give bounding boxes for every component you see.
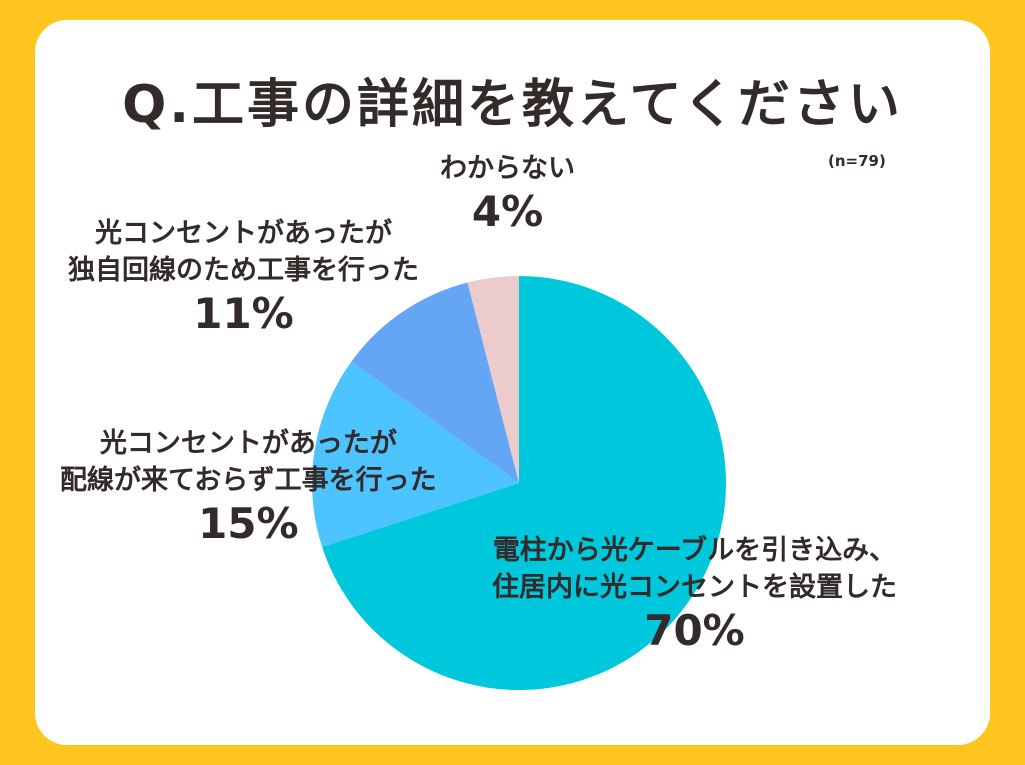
label-unknown-pct: 4%	[471, 187, 544, 236]
label-own-line: 光コンセントがあったが 独自回線のため工事を行った 11%	[68, 215, 419, 339]
slice-no-wiring	[311, 361, 519, 547]
sample-size-label: (n=79)	[828, 152, 886, 170]
label-no-wiring-line1: 光コンセントがあったが	[99, 428, 397, 459]
chart-title: Q.工事の詳細を教えてください	[122, 75, 903, 135]
label-pole-cable-pct: 70%	[644, 606, 745, 655]
label-unknown: わからない 4%	[440, 150, 575, 237]
slice-own-line	[351, 282, 519, 483]
label-pole-cable-line2: 住居内に光コンセントを設置した	[492, 572, 897, 603]
label-own-line-line1: 光コンセントがあったが	[95, 218, 392, 249]
label-pole-cable-line1: 電柱から光ケーブルを引き込み、	[492, 535, 897, 566]
label-pole-cable: 電柱から光ケーブルを引き込み、 住居内に光コンセントを設置した 70%	[492, 532, 897, 656]
label-own-line-pct: 11%	[193, 289, 294, 338]
slice-pole-cable	[322, 276, 726, 691]
label-no-wiring: 光コンセントがあったが 配線が来ておらず工事を行った 15%	[60, 425, 437, 549]
label-no-wiring-line2: 配線が来ておらず工事を行った	[60, 465, 437, 496]
label-unknown-text: わからない	[440, 153, 575, 184]
label-own-line-line2: 独自回線のため工事を行った	[68, 255, 419, 286]
slice-unknown	[467, 276, 519, 483]
label-no-wiring-pct: 15%	[198, 499, 299, 548]
